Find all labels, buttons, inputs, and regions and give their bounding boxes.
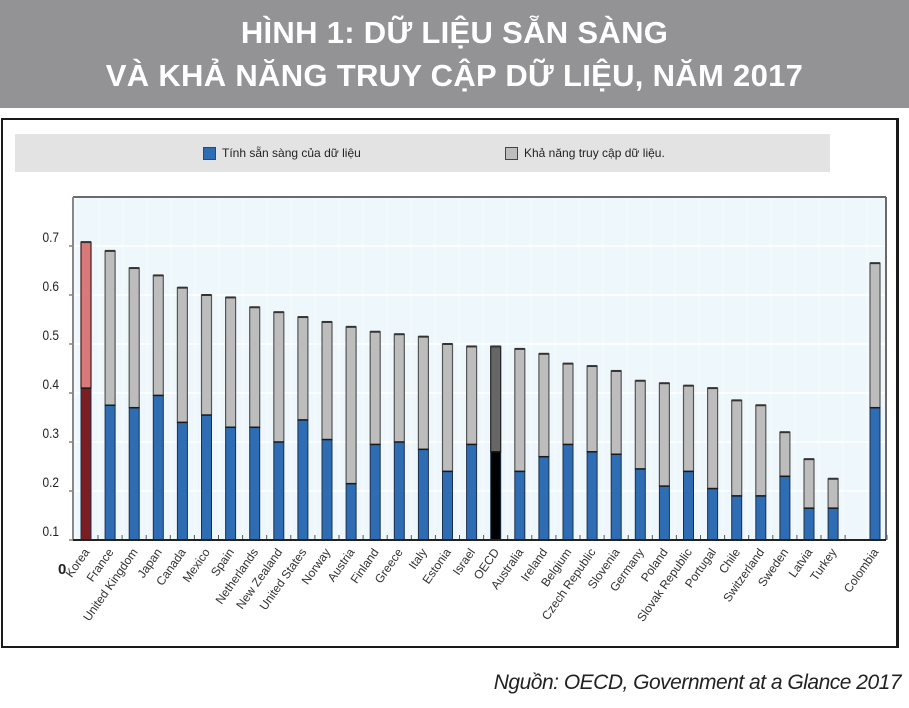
bar-availability <box>634 468 646 541</box>
bar-accessibility <box>393 333 405 443</box>
bar-accessibility <box>634 380 646 470</box>
bar-accessibility <box>731 399 743 497</box>
figure-title-line-1: HÌNH 1: DỮ LIỆU SẴN SÀNG <box>240 15 669 50</box>
bar-accessibility <box>176 287 188 423</box>
y-tick-label: 0.6 <box>42 278 59 294</box>
bar-availability <box>225 426 237 541</box>
bar-availability <box>345 483 357 541</box>
bar-availability <box>707 488 719 541</box>
bar-availability <box>658 485 670 541</box>
bar-availability <box>297 419 309 541</box>
y-tick-label: 0.4 <box>42 376 59 392</box>
legend-item-availability: Tính sẵn sàng của dữ liệu <box>203 145 361 161</box>
bar-accessibility <box>152 274 164 397</box>
bar-availability <box>731 495 743 541</box>
bar-availability <box>369 443 381 541</box>
bar-accessibility <box>417 336 429 450</box>
x-tick-label: Turkey <box>807 546 839 584</box>
bar-accessibility <box>321 321 333 441</box>
bar-availability <box>442 470 453 541</box>
bar-accessibility <box>104 250 116 406</box>
bar-accessibility <box>441 343 454 473</box>
bar-availability <box>869 407 881 541</box>
bar-availability <box>779 475 791 541</box>
bar-accessibility <box>490 345 502 453</box>
bar-availability <box>490 451 502 541</box>
bar-availability <box>586 451 598 541</box>
bar-accessibility <box>538 353 550 458</box>
bar-accessibility <box>466 345 478 446</box>
bar-availability <box>466 443 478 541</box>
bar-accessibility <box>562 363 574 446</box>
chart-legend: Tính sẵn sàng của dữ liệu Khả năng truy … <box>15 134 830 172</box>
origin-label: 0 <box>58 561 66 578</box>
bar-accessibility <box>755 404 767 497</box>
bar-availability <box>514 470 526 541</box>
x-tick-label: Colombia <box>841 545 882 595</box>
legend-item-accessibility: Khả năng truy cập dữ liệu. <box>505 145 665 161</box>
legend-swatch-accessibility <box>505 146 518 160</box>
y-tick-label: 0.1 <box>42 523 59 539</box>
chart-frame <box>1 118 899 648</box>
bar-availability <box>321 439 333 541</box>
bar-availability <box>803 507 815 541</box>
bar-accessibility <box>80 241 92 389</box>
bar-accessibility <box>827 478 839 509</box>
y-tick-label: 0.7 <box>42 229 59 245</box>
y-tick-label: 0.2 <box>42 474 59 490</box>
legend-swatch-availability <box>203 146 216 160</box>
bar-accessibility <box>369 331 381 446</box>
bar-accessibility <box>345 326 357 485</box>
bar-accessibility <box>514 348 526 472</box>
bar-accessibility <box>682 385 695 472</box>
bar-accessibility <box>128 267 140 409</box>
bar-availability <box>104 404 116 541</box>
bar-accessibility <box>706 387 719 490</box>
y-tick-label: 0.3 <box>42 425 59 441</box>
bar-availability <box>152 394 164 541</box>
bar-availability <box>128 407 140 541</box>
y-tick-label: 0.5 <box>42 327 59 343</box>
legend-label-accessibility: Khả năng truy cập dữ liệu. <box>524 146 665 160</box>
bar-accessibility <box>225 296 237 428</box>
bar-accessibility <box>869 262 881 409</box>
bar-accessibility <box>273 311 285 443</box>
source-note: Nguồn: OECD, Government at a Glance 2017 <box>493 671 902 694</box>
bar-accessibility <box>658 382 671 487</box>
bar-accessibility <box>200 294 213 416</box>
figure-title: HÌNH 1: DỮ LIỆU SẴN SÀNG VÀ KHẢ NĂNG TRU… <box>0 0 909 108</box>
bar-availability <box>538 456 550 541</box>
bar-accessibility <box>779 431 791 477</box>
bar-availability <box>176 421 188 541</box>
figure-title-line-2: VÀ KHẢ NĂNG TRUY CẬP DỮ LIỆU, NĂM 2017 <box>105 58 804 93</box>
bar-availability <box>683 470 694 541</box>
bar-availability <box>755 495 767 541</box>
bar-accessibility <box>803 458 815 509</box>
legend-label-availability: Tính sẵn sàng của dữ liệu <box>222 146 361 160</box>
bar-availability <box>827 507 839 541</box>
bar-availability <box>562 443 574 541</box>
bar-accessibility <box>586 365 598 453</box>
bar-availability <box>273 441 285 541</box>
bar-accessibility <box>610 370 622 455</box>
bar-availability <box>417 448 429 541</box>
bar-availability <box>80 387 92 541</box>
bar-accessibility <box>297 316 309 421</box>
bar-availability <box>201 414 212 541</box>
bar-availability <box>249 426 261 541</box>
bar-availability <box>393 441 405 541</box>
bar-availability <box>610 453 622 541</box>
bar-accessibility <box>249 306 261 428</box>
